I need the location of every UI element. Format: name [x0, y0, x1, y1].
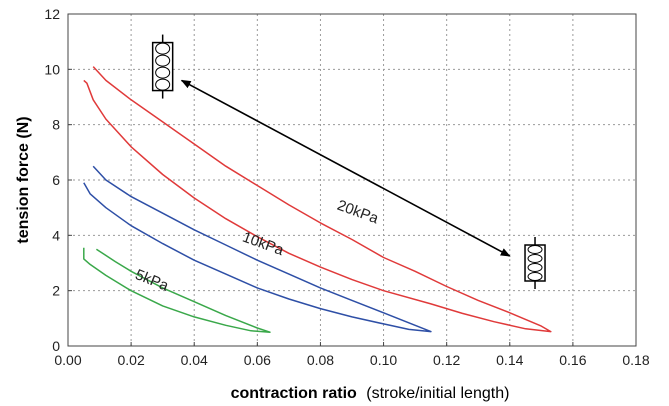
series-label-20kpa: 20kPa: [335, 197, 381, 228]
x-tick-label: 0.04: [181, 352, 208, 368]
y-tick-label: 2: [52, 283, 60, 299]
y-tick-label: 6: [52, 172, 60, 188]
x-axis-label: contraction ratio (stroke/initial length…: [231, 385, 510, 402]
y-tick-label: 4: [52, 227, 60, 243]
y-axis-label: tension force (N): [15, 116, 32, 243]
series-layer: [83, 66, 552, 333]
annotations: [151, 34, 546, 289]
series-line-20kpa: [83, 66, 552, 333]
x-ticks: 0.00 0.02 0.04 0.06 0.08 0.10 0.12 0.14 0.16 0.18: [54, 342, 650, 368]
x-tick-label: 0.08: [307, 352, 334, 368]
x-axis-label-bold: contraction ratio: [231, 385, 357, 402]
y-ticks: 0 2 4 6 8 10 12: [44, 6, 72, 354]
x-tick-label: 0.06: [244, 352, 271, 368]
x-tick-label: 0.18: [622, 352, 649, 368]
y-tick-label: 8: [52, 117, 60, 133]
y-tick-label: 10: [44, 61, 60, 77]
x-axis-label-rest: (stroke/initial length): [366, 385, 509, 402]
x-tick-label: 0.10: [370, 352, 397, 368]
double-arrow: [180, 79, 511, 257]
y-tick-label: 0: [52, 338, 60, 354]
x-tick-label: 0.12: [433, 352, 460, 368]
series-line-5kpa: [83, 247, 271, 333]
x-tick-label: 0.02: [117, 352, 144, 368]
x-tick-label: 0.16: [559, 352, 586, 368]
y-tick-label: 12: [44, 6, 60, 22]
x-tick-label: 0.14: [496, 352, 523, 368]
x-tick-label: 0.00: [54, 352, 81, 368]
spring-icon-contracted: [524, 237, 546, 289]
spring-icon-extended: [151, 34, 174, 99]
